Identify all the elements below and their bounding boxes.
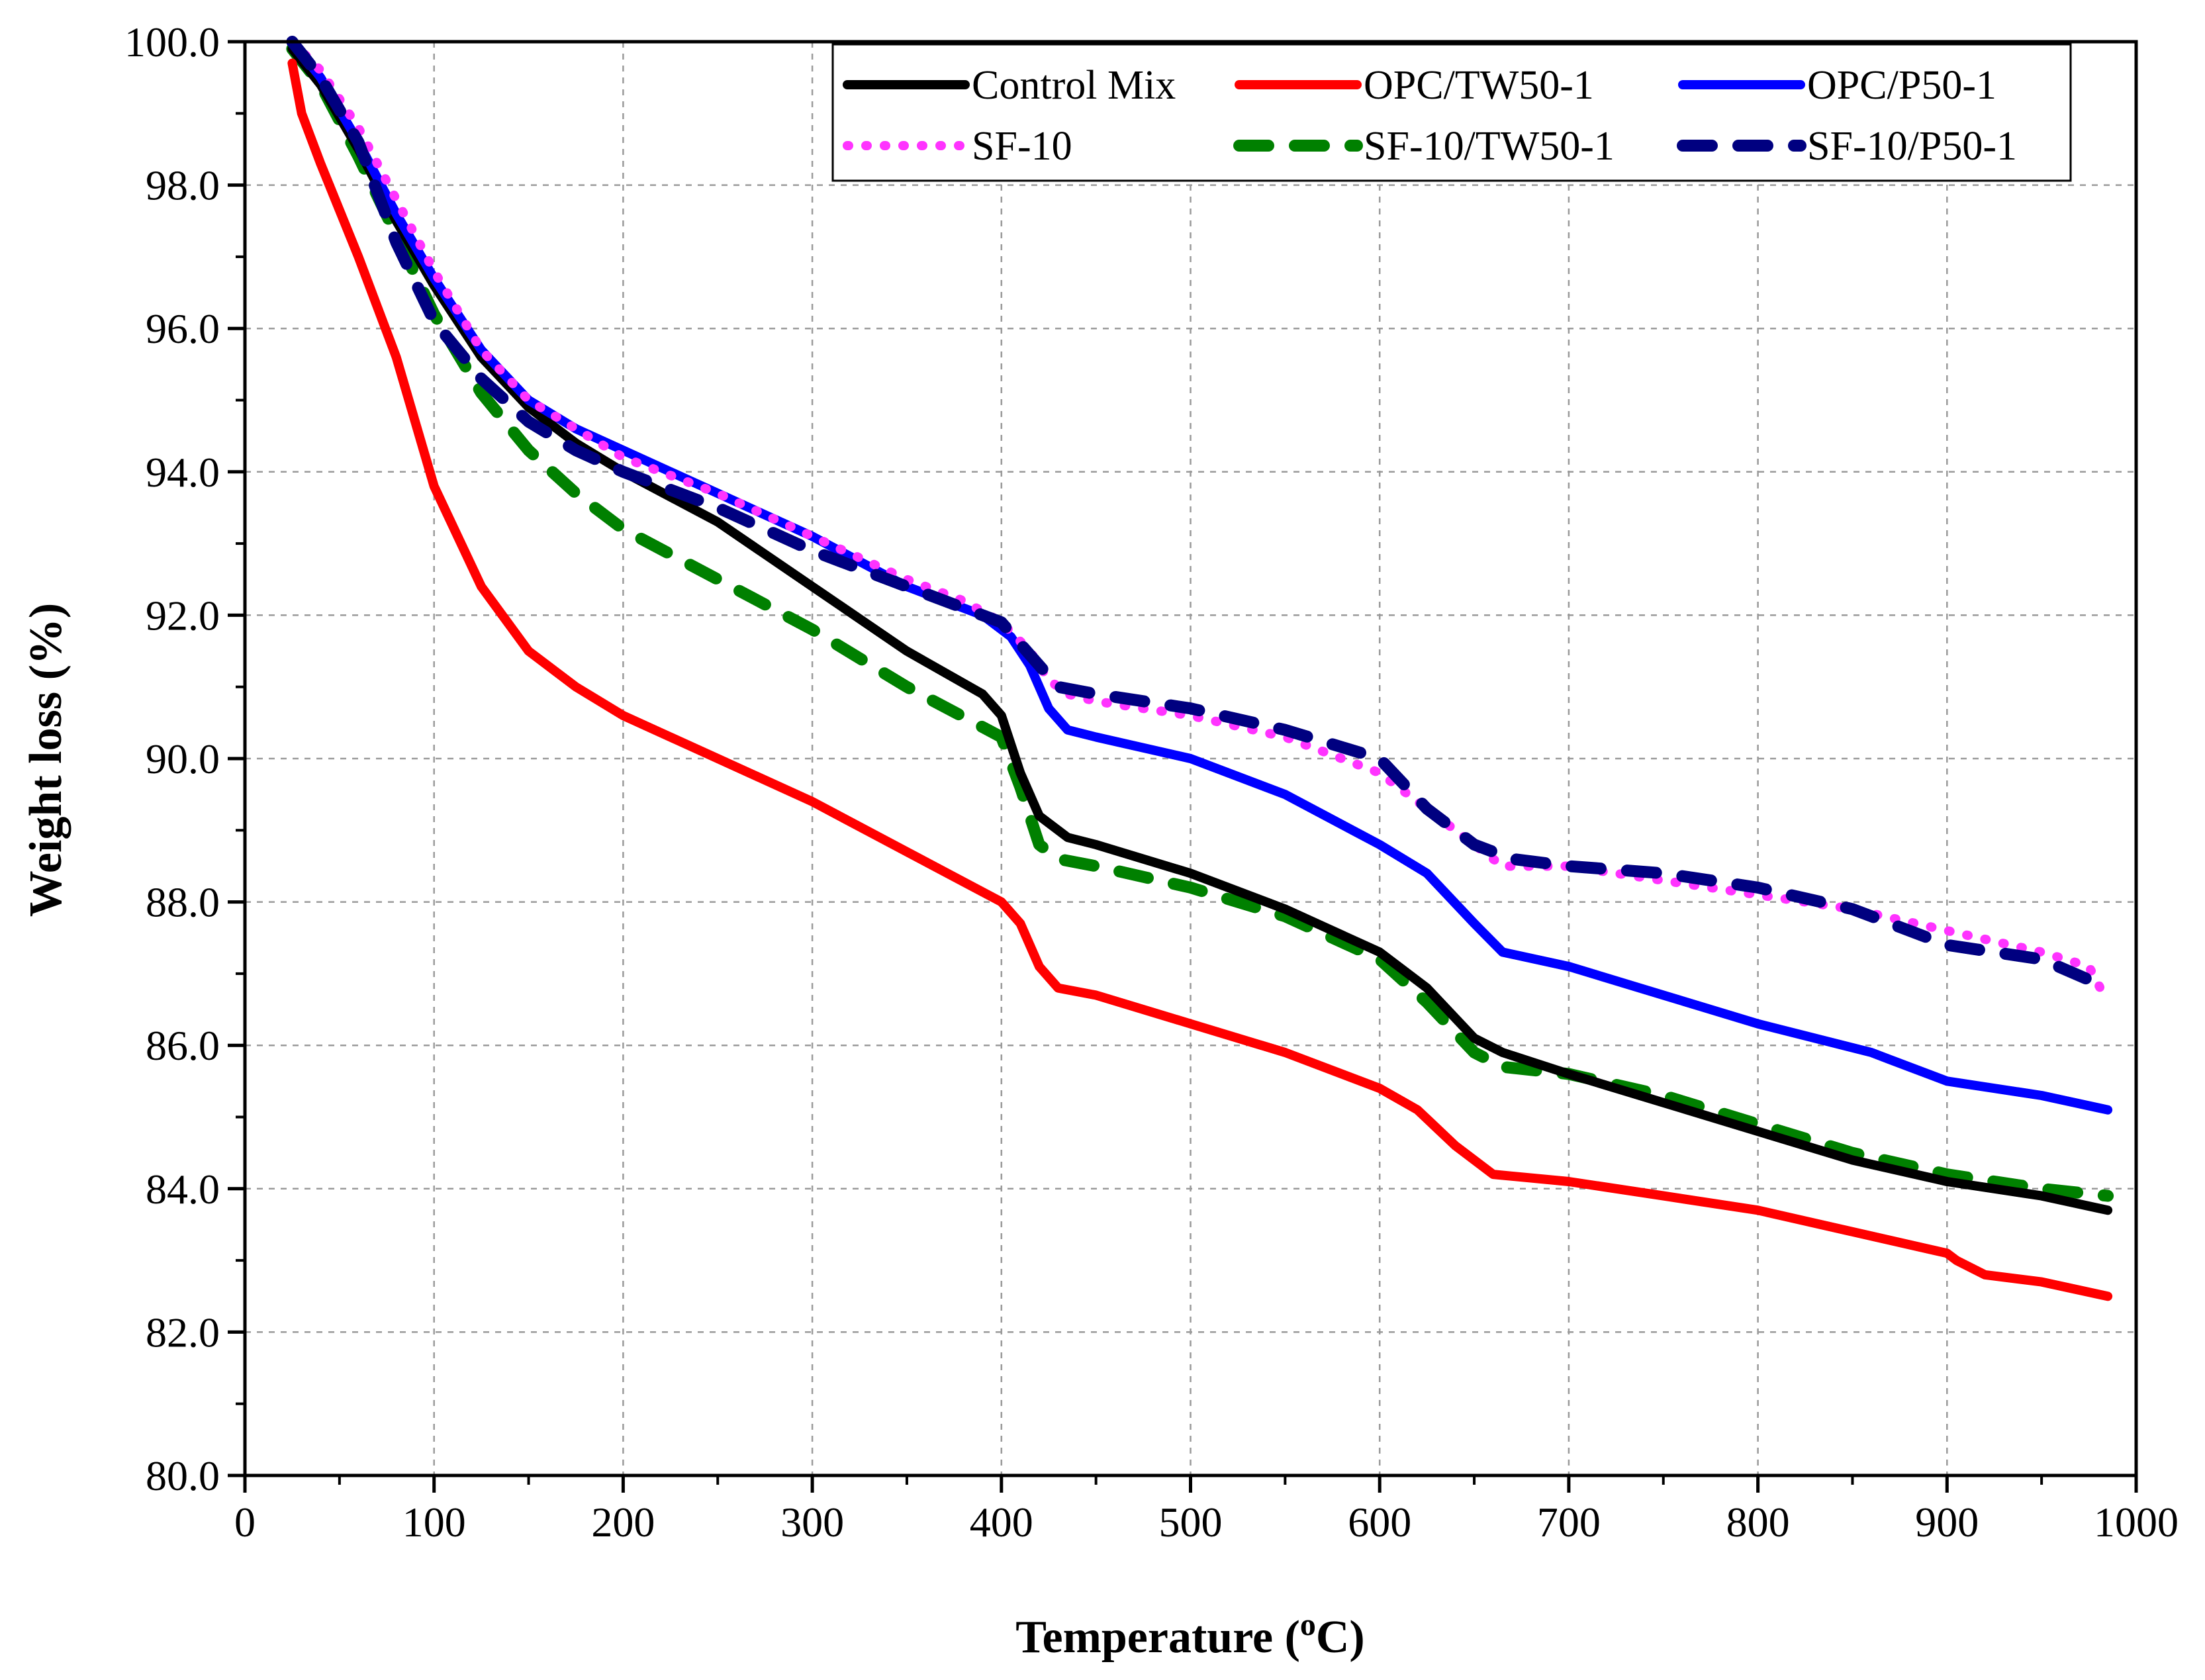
legend: Control Mix OPC/TW50-1 OPC/P50-1 SF-10 SF-10… [831, 43, 2072, 182]
legend-label: SF-10 [972, 124, 1072, 169]
y-tick-label: 88.0 [146, 879, 220, 926]
y-tick-label: 100.0 [124, 19, 220, 66]
y-tick-label: 98.0 [146, 162, 220, 209]
x-tick-label: 200 [591, 1499, 655, 1546]
legend-label: SF-10/TW50-1 [1364, 124, 1615, 169]
x-tick-label: 300 [780, 1499, 844, 1546]
x-tick-label: 900 [1915, 1499, 1979, 1546]
y-tick-label: 94.0 [146, 449, 220, 496]
x-tick-label: 0 [234, 1499, 256, 1546]
x-axis-title-main: Temperature ( [1015, 1612, 1300, 1663]
y-axis-title: Weight loss (%) [21, 603, 71, 917]
x-tick-label: 700 [1537, 1499, 1601, 1546]
series-line-sf-10-tw50-1 [286, 42, 2114, 1202]
y-tick-label: 80.0 [146, 1452, 220, 1499]
x-tick-label: 100 [402, 1499, 466, 1546]
x-tick-label: 500 [1159, 1499, 1223, 1546]
series-line-opc-tw50-1 [287, 58, 2113, 1301]
series-line-sf-10-p50-1 [286, 36, 2114, 994]
x-axis-title-superscript: o [1300, 1607, 1316, 1642]
y-tick-label: 84.0 [146, 1166, 220, 1213]
x-axis-title: Temperature (oC) [1015, 1607, 1365, 1663]
legend-label: SF-10/P50-1 [1807, 124, 2017, 169]
x-tick-label: 800 [1726, 1499, 1790, 1546]
y-tick-label: 82.0 [146, 1309, 220, 1356]
y-tick-label: 86.0 [146, 1022, 220, 1069]
x-tick-label: 600 [1348, 1499, 1411, 1546]
legend-label: Control Mix [972, 63, 1176, 108]
series-lines [286, 36, 2114, 1301]
legend-box [831, 43, 2072, 182]
axis-ticks: 0 100 200 300 400 500 600 700 800 900 1000 80.0 82.0… [124, 19, 2179, 1546]
x-tick-label: 400 [970, 1499, 1033, 1546]
y-tick-label: 90.0 [146, 735, 220, 782]
legend-label: OPC/P50-1 [1807, 63, 1996, 108]
legend-label: OPC/TW50-1 [1364, 63, 1594, 108]
x-tick-label: 1000 [2094, 1499, 2179, 1546]
x-axis-title-suffix: C) [1316, 1612, 1365, 1663]
y-tick-label: 96.0 [146, 305, 220, 352]
series-line-control-mix [287, 44, 2113, 1215]
y-tick-label: 92.0 [146, 592, 220, 639]
